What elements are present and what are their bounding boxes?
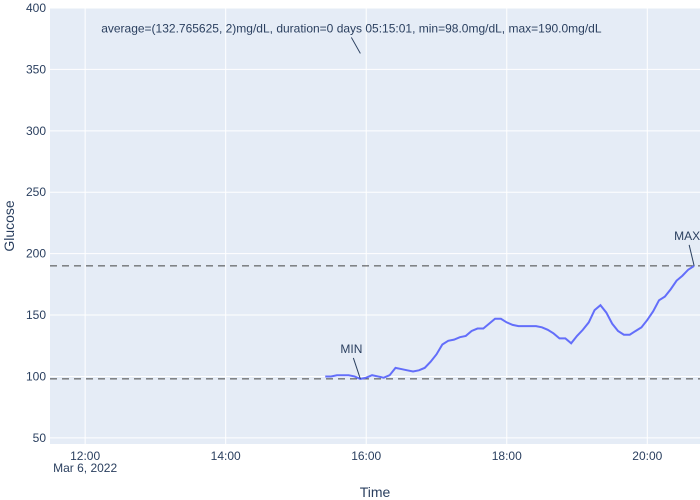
annotation-average-arrow xyxy=(350,37,361,54)
annotation-min: MIN xyxy=(340,342,362,356)
reference-lines xyxy=(50,265,700,380)
y-tick-label: 50 xyxy=(33,431,47,445)
y-tick-label: 200 xyxy=(26,247,46,261)
x-axis-title: Time xyxy=(360,484,391,500)
y-tick-label: 350 xyxy=(26,62,46,76)
y-tick-label: 250 xyxy=(26,185,46,199)
y-axis-ticks: 50 100 150 200 250 300 350 400 xyxy=(26,1,46,445)
annotation-max: MAX xyxy=(674,229,700,243)
y-tick-label: 300 xyxy=(26,124,46,138)
x-tick-sublabel: Mar 6, 2022 xyxy=(53,461,117,475)
annotation-min-arrow xyxy=(352,357,361,380)
y-tick-label: 150 xyxy=(26,308,46,322)
annotations: average=(132.765625, 2)mg/dL, duration=0… xyxy=(101,21,700,380)
plot-background xyxy=(50,8,700,444)
x-tick-label: 16:00 xyxy=(351,449,381,463)
grid xyxy=(50,7,700,444)
glucose-series-line xyxy=(325,265,695,380)
x-tick-label: 20:00 xyxy=(632,449,662,463)
annotation-max-arrow xyxy=(688,244,695,267)
annotation-average: average=(132.765625, 2)mg/dL, duration=0… xyxy=(101,21,602,35)
x-tick-label: 14:00 xyxy=(211,449,241,463)
y-tick-label: 100 xyxy=(26,369,46,383)
x-tick-label: 12:00 xyxy=(70,449,100,463)
y-axis-title: Glucose xyxy=(1,200,17,252)
y-tick-label: 400 xyxy=(26,1,46,15)
x-tick-label: 18:00 xyxy=(492,449,522,463)
